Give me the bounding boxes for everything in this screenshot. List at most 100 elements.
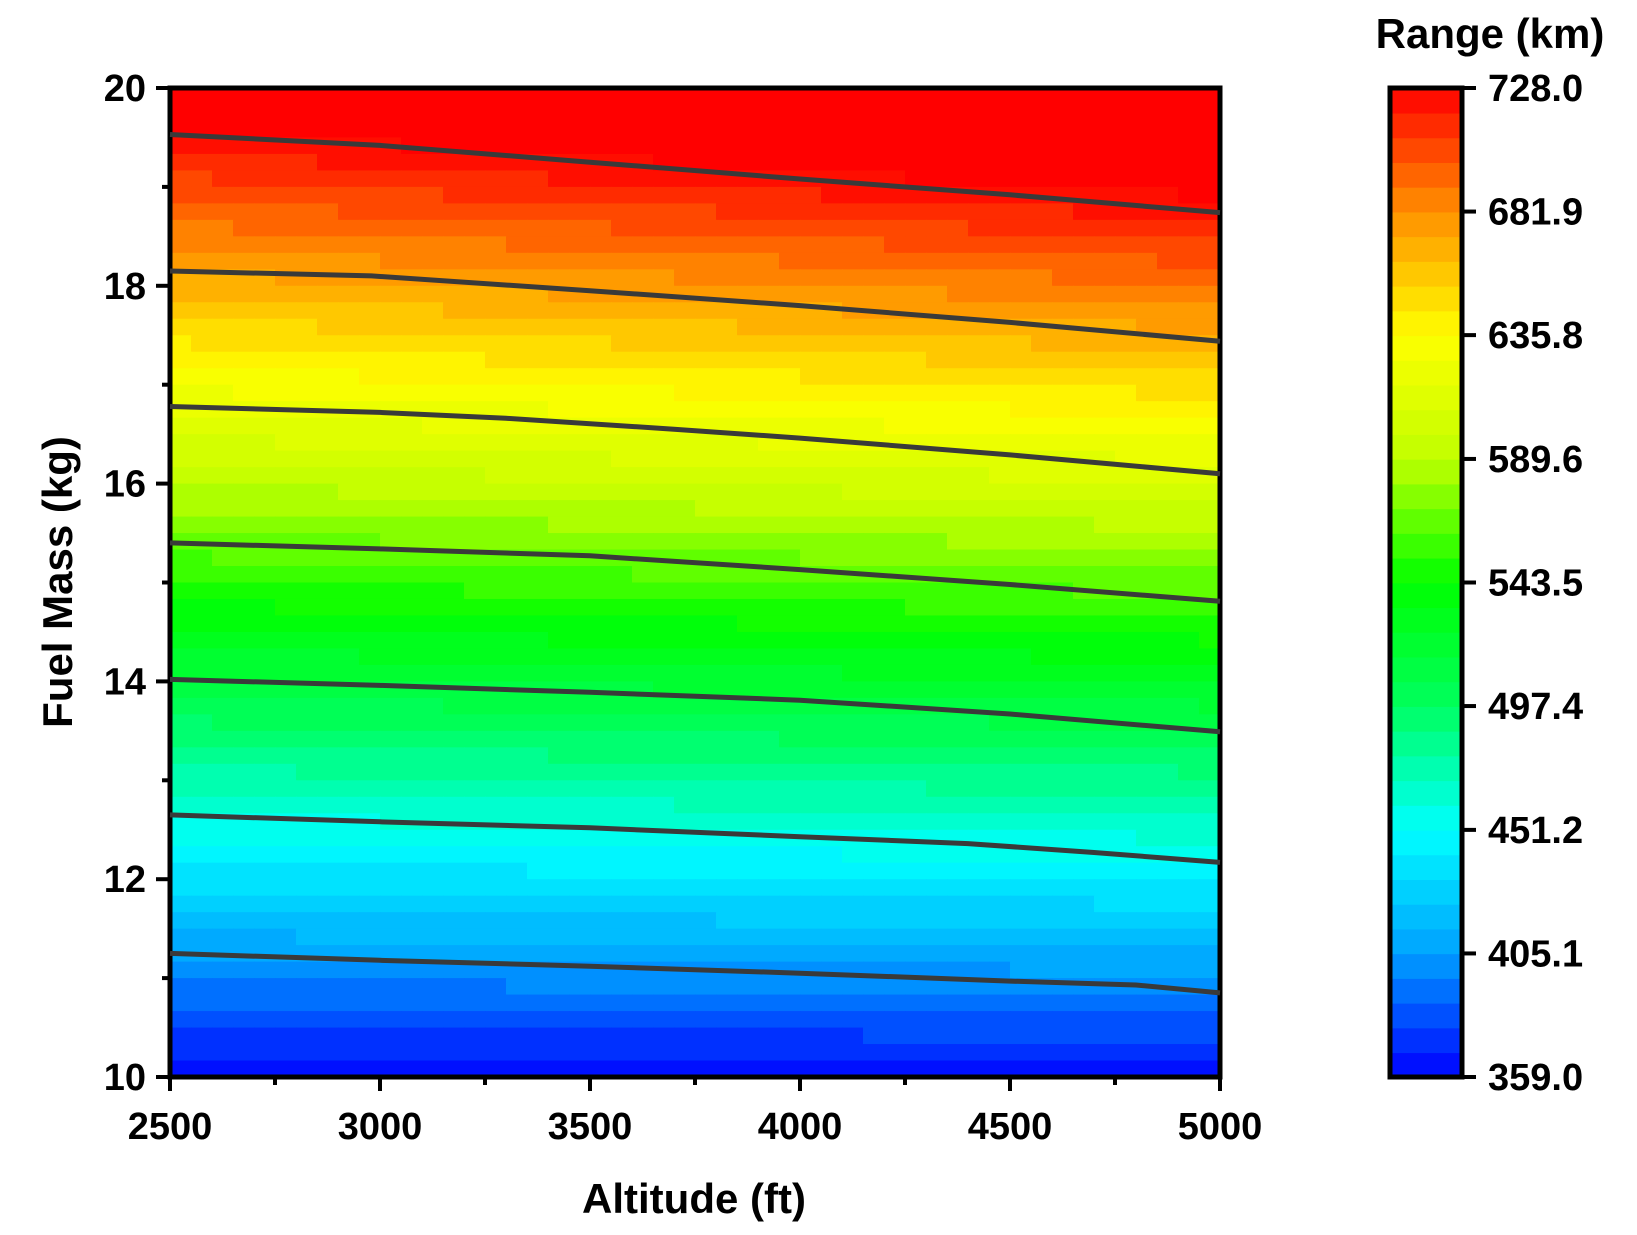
colorbar-tick-label: 405.1: [1488, 933, 1583, 975]
heatmap-cell: [443, 714, 465, 732]
heatmap-cell: [443, 631, 465, 650]
heatmap-cell: [800, 648, 822, 666]
heatmap-cell: [695, 945, 717, 963]
heatmap-cell: [842, 780, 864, 798]
heatmap-cell: [401, 730, 423, 749]
heatmap-cell: [968, 648, 990, 666]
heatmap-cell: [632, 763, 654, 782]
heatmap-cell: [926, 137, 948, 155]
heatmap-cell: [1031, 120, 1053, 139]
heatmap-cell: [401, 780, 423, 798]
heatmap-cell: [422, 450, 444, 468]
heatmap-cell: [212, 796, 234, 815]
heatmap-cell: [653, 598, 675, 617]
heatmap-cell: [338, 664, 360, 683]
heatmap-cell: [653, 978, 675, 996]
heatmap-cell: [737, 318, 759, 337]
heatmap-cell: [632, 615, 654, 633]
heatmap-cell: [674, 335, 696, 353]
heatmap-cell: [1073, 88, 1095, 106]
heatmap-cell: [338, 961, 360, 979]
y-axis-title: Fuel Mass (kg): [34, 436, 81, 728]
heatmap-cell: [1052, 994, 1074, 1012]
heatmap-cell: [1094, 566, 1116, 584]
heatmap-cell: [548, 450, 570, 468]
heatmap-cell: [359, 780, 381, 798]
heatmap-cell: [485, 500, 507, 518]
colorbar-band: [1390, 879, 1462, 905]
heatmap-cell: [758, 450, 780, 468]
heatmap-cell: [191, 500, 213, 518]
heatmap-cell: [800, 664, 822, 683]
heatmap-cell: [1157, 747, 1179, 765]
heatmap-cell: [1136, 1060, 1158, 1078]
heatmap-cell: [296, 219, 318, 238]
heatmap-cell: [233, 533, 255, 551]
heatmap-cell: [716, 203, 738, 221]
heatmap-cell: [275, 615, 297, 633]
heatmap-cell: [716, 945, 738, 963]
heatmap-cell: [569, 648, 591, 666]
heatmap-cell: [1073, 879, 1095, 897]
heatmap-cell: [947, 302, 969, 320]
heatmap-cell: [1073, 664, 1095, 683]
heatmap-cell: [1157, 566, 1179, 584]
heatmap-cell: [548, 631, 570, 650]
heatmap-cell: [695, 500, 717, 518]
heatmap-cell: [716, 730, 738, 749]
heatmap-cell: [317, 895, 339, 913]
heatmap-cell: [485, 236, 507, 254]
heatmap-cell: [338, 335, 360, 353]
heatmap-cell: [632, 120, 654, 139]
heatmap-cell: [926, 335, 948, 353]
heatmap-cell: [1136, 631, 1158, 650]
heatmap-cell: [758, 879, 780, 897]
heatmap-cell: [401, 566, 423, 584]
heatmap-cell: [485, 1060, 507, 1078]
heatmap-cell: [212, 500, 234, 518]
heatmap-cell: [1178, 1027, 1200, 1045]
heatmap-cell: [464, 598, 486, 617]
heatmap-cell: [947, 648, 969, 666]
heatmap-cell: [569, 714, 591, 732]
heatmap-cell: [611, 780, 633, 798]
heatmap-cell: [716, 153, 738, 172]
heatmap-cell: [884, 895, 906, 913]
heatmap-cell: [758, 730, 780, 749]
heatmap-cell: [1136, 730, 1158, 749]
heatmap-cell: [1031, 780, 1053, 798]
heatmap-cell: [401, 945, 423, 963]
heatmap-cell: [779, 516, 801, 534]
heatmap-cell: [989, 1027, 1011, 1045]
heatmap-cell: [989, 500, 1011, 518]
heatmap-cell: [401, 846, 423, 864]
heatmap-cell: [527, 500, 549, 518]
heatmap-cell: [275, 434, 297, 452]
heatmap-cell: [212, 664, 234, 683]
heatmap-cell: [317, 648, 339, 666]
heatmap-cell: [926, 978, 948, 996]
heatmap-cell: [338, 351, 360, 370]
heatmap-cell: [296, 467, 318, 485]
colorbar-band: [1390, 384, 1462, 411]
heatmap-cell: [170, 879, 192, 897]
heatmap-cell: [716, 335, 738, 353]
heatmap-cell: [191, 203, 213, 221]
heatmap-cell: [506, 895, 528, 913]
heatmap-cell: [842, 533, 864, 551]
heatmap-cell: [779, 450, 801, 468]
heatmap-cell: [716, 928, 738, 946]
heatmap-cell: [884, 252, 906, 271]
heatmap-cell: [674, 978, 696, 996]
heatmap-cell: [695, 335, 717, 353]
heatmap-cell: [1178, 269, 1200, 287]
heatmap-cell: [905, 829, 927, 848]
heatmap-cell: [758, 1044, 780, 1062]
heatmap-cell: [380, 186, 402, 205]
heatmap-cell: [716, 467, 738, 485]
heatmap-cell: [317, 730, 339, 749]
heatmap-cell: [1031, 681, 1053, 699]
heatmap-cell: [1073, 829, 1095, 848]
heatmap-cell: [863, 730, 885, 749]
heatmap-cell: [926, 631, 948, 650]
